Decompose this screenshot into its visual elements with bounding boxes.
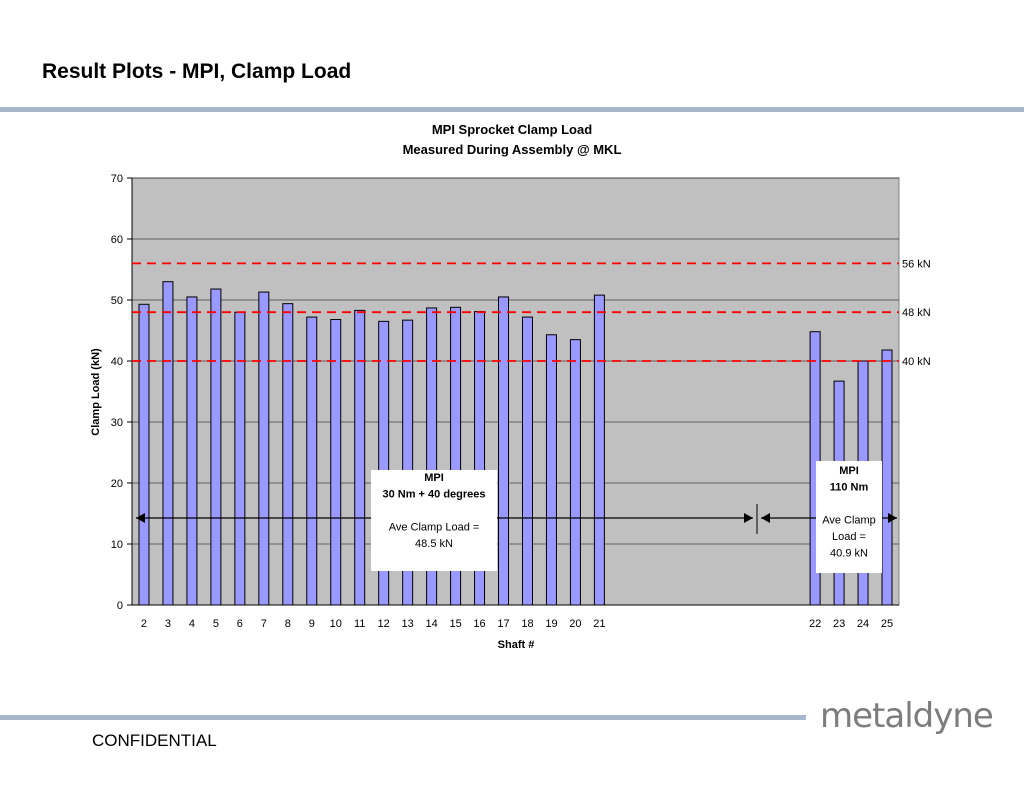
x-tick-label: 11 <box>354 618 365 630</box>
bar <box>282 303 294 606</box>
bar <box>569 339 581 606</box>
x-tick-label: 24 <box>857 618 869 630</box>
slide-title: Result Plots - MPI, Clamp Load <box>42 60 352 83</box>
chart-title: MPI Sprocket Clamp Load <box>432 122 592 137</box>
bar <box>186 296 198 606</box>
x-tick-label: 15 <box>449 618 461 630</box>
bar <box>330 319 342 606</box>
arrowhead <box>744 513 753 523</box>
annotation-line: 30 Nm + 40 degrees <box>382 489 485 501</box>
bar <box>450 306 462 606</box>
bar <box>593 294 605 606</box>
y-tick-label: 50 <box>111 295 123 307</box>
bar <box>402 319 414 606</box>
y-tick-label: 20 <box>111 478 123 490</box>
x-tick-label: 18 <box>521 618 533 630</box>
y-tick-label: 70 <box>111 173 123 185</box>
x-tick-label: 23 <box>833 618 845 630</box>
x-tick-label: 25 <box>881 618 893 630</box>
x-tick-label: 16 <box>473 618 485 630</box>
annotation-line: Ave Clamp <box>822 515 876 527</box>
annotation-box <box>816 461 882 573</box>
metaldyne-logo: metaldyne <box>820 696 994 736</box>
confidential-label: CONFIDENTIAL <box>92 731 217 750</box>
reference-line-label: 56 kN <box>902 258 931 270</box>
x-tick-label: 14 <box>425 618 437 630</box>
bar <box>881 349 893 606</box>
bar <box>426 307 438 606</box>
x-tick-label: 21 <box>593 618 605 630</box>
y-tick-label: 40 <box>111 356 123 368</box>
bar <box>545 334 557 606</box>
x-tick-label: 19 <box>545 618 557 630</box>
arrowhead <box>761 513 770 523</box>
y-tick-label: 60 <box>111 234 123 246</box>
x-tick-label: 13 <box>402 618 414 630</box>
bar <box>378 320 390 606</box>
bar <box>210 288 222 606</box>
reference-line-label: 48 kN <box>902 307 931 319</box>
x-tick-label: 22 <box>809 618 821 630</box>
x-tick-label: 12 <box>378 618 390 630</box>
reference-line-label: 40 kN <box>902 356 931 368</box>
bar <box>258 291 270 606</box>
bar <box>234 311 246 606</box>
bar <box>521 316 533 606</box>
annotation-line: 110 Nm <box>830 482 869 494</box>
bar <box>138 303 150 606</box>
y-tick-label: 30 <box>111 417 123 429</box>
plot-area <box>131 177 900 606</box>
bar <box>354 309 366 606</box>
x-axis-title: Shaft # <box>498 639 535 651</box>
x-tick-label: 9 <box>309 618 315 630</box>
chart-subtitle: Measured During Assembly @ MKL <box>403 142 622 157</box>
top-divider <box>0 107 1024 112</box>
annotation-line: 48.5 kN <box>415 538 453 550</box>
annotation-line: Ave Clamp Load = <box>389 522 480 534</box>
bar <box>306 316 318 606</box>
bar <box>162 281 174 606</box>
bar-chart: MPI Sprocket Clamp Load Measured During A… <box>90 122 931 651</box>
annotation-line: MPI <box>839 465 859 477</box>
arrowhead <box>888 513 897 523</box>
x-tick-label: 17 <box>497 618 509 630</box>
x-tick-label: 20 <box>569 618 581 630</box>
x-tick-label: 6 <box>237 618 243 630</box>
bar <box>498 296 510 606</box>
y-tick-label: 10 <box>111 539 123 551</box>
y-axis-title: Clamp Load (kN) <box>90 348 102 436</box>
x-tick-label: 10 <box>330 618 342 630</box>
annotation-box <box>371 470 497 571</box>
x-tick-label: 4 <box>189 618 195 630</box>
y-tick-label: 0 <box>117 600 123 612</box>
arrowhead <box>136 513 145 523</box>
x-tick-label: 2 <box>141 618 147 630</box>
x-tick-label: 8 <box>285 618 291 630</box>
bottom-divider <box>0 715 806 720</box>
annotation-line: MPI <box>424 472 444 484</box>
x-tick-label: 3 <box>165 618 171 630</box>
x-tick-label: 5 <box>213 618 219 630</box>
annotation-line: Load = <box>832 531 866 543</box>
annotation-line: 40.9 kN <box>830 548 868 560</box>
x-tick-label: 7 <box>261 618 267 630</box>
